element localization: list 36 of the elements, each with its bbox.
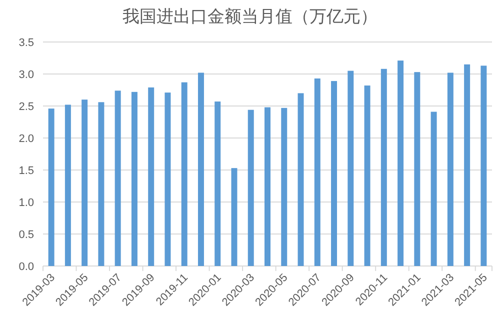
bar: [64, 104, 71, 266]
bar: [480, 66, 487, 266]
y-tick-label: 3.0: [18, 69, 34, 81]
bar: [414, 72, 420, 266]
y-tick-label: 1.0: [18, 197, 34, 209]
bar: [264, 107, 270, 266]
bar: [298, 93, 304, 266]
y-tick-label: 2.5: [18, 101, 34, 113]
bar: [464, 64, 470, 266]
bar: [248, 110, 254, 266]
bar: [364, 86, 370, 266]
bar: [98, 102, 104, 266]
y-tick-label: 2.0: [18, 133, 34, 145]
bar: [198, 72, 204, 266]
y-tick-label: 0.0: [18, 261, 34, 273]
bar: [131, 92, 138, 266]
bar: [348, 70, 354, 266]
bar: [148, 87, 154, 266]
bar: [82, 100, 88, 266]
y-tick-label: 1.5: [18, 165, 34, 177]
bar: [181, 82, 188, 266]
y-tick-label: 3.5: [18, 37, 34, 49]
bar: [48, 108, 54, 266]
bar: [281, 108, 288, 266]
bar: [447, 72, 454, 266]
bar: [164, 92, 171, 266]
bar: [380, 68, 387, 266]
bar: [331, 81, 338, 266]
bar: [214, 102, 221, 266]
bar: [231, 168, 238, 266]
bar: [398, 60, 404, 266]
chart-title: 我国进出口金额当月值（万亿元）: [122, 7, 378, 26]
bar: [314, 78, 320, 266]
bar: [114, 90, 121, 266]
y-tick-label: 0.5: [18, 229, 34, 241]
bar: [430, 112, 437, 266]
